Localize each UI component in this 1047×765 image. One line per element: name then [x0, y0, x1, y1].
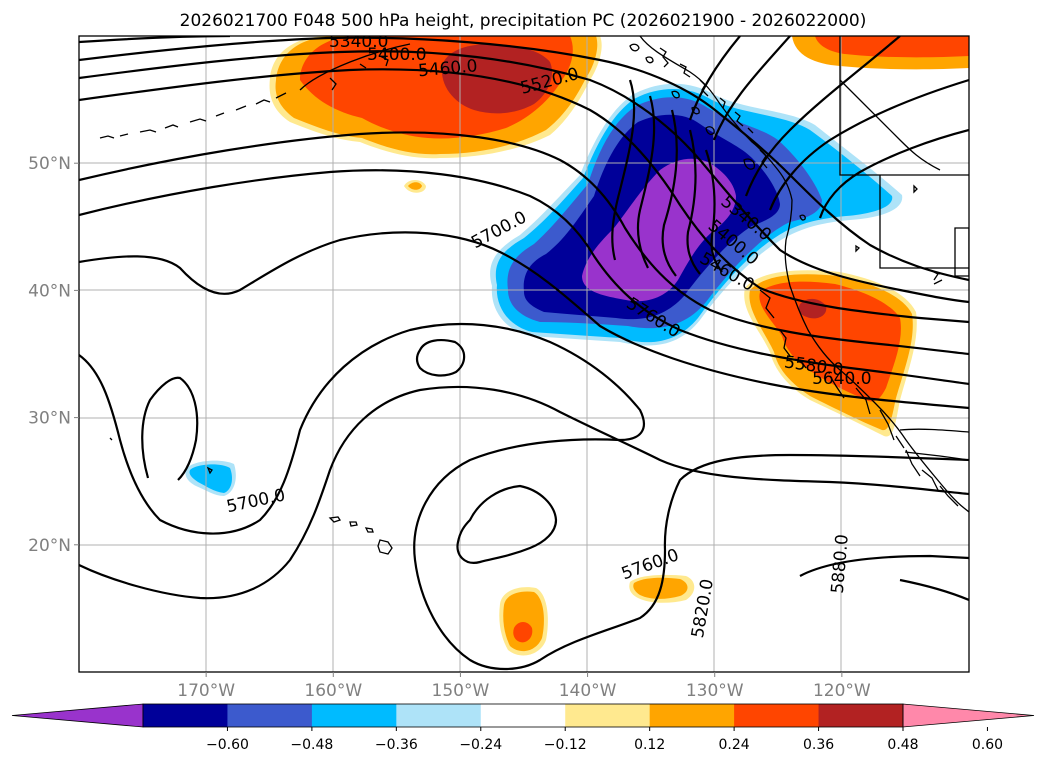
- shade-pos-small-north-orange: [408, 182, 422, 190]
- lon-tick-label: 140°W: [559, 681, 617, 701]
- colorbar-tick-label: 0.60: [972, 737, 1003, 753]
- colorbar-extend-max: [902, 703, 1035, 728]
- colorbar-tick-label: 0.24: [719, 737, 750, 753]
- shade-neg-hawaii-west-cyan: [189, 464, 232, 493]
- lon-tick-label: 160°W: [304, 681, 362, 701]
- colorbar-tick-label: 0.12: [634, 737, 665, 753]
- shade-pos-south-red: [513, 622, 533, 643]
- contour-label: 5400.0: [367, 45, 426, 65]
- colorbar-frame: [142, 703, 904, 728]
- lat-tick-label: 50°N: [28, 154, 71, 174]
- colorbar-bin: [734, 704, 820, 727]
- colorbar-tick-label: −0.60: [206, 737, 249, 753]
- contour-label: 5340.0: [329, 32, 388, 52]
- shade-pos-south-orange: [503, 591, 544, 652]
- colorbar-bin: [396, 704, 482, 727]
- colorbar-bin: [311, 704, 397, 727]
- contour-label: 5640.0: [812, 369, 871, 389]
- lon-tick-label: 170°W: [177, 681, 235, 701]
- lat-tick-label: 40°N: [28, 281, 71, 301]
- colorbar-bin: [649, 704, 735, 727]
- colorbar-tick-label: 0.48: [887, 737, 918, 753]
- colorbar-tick-label: −0.36: [375, 737, 418, 753]
- colorbar-bin: [565, 704, 651, 727]
- colorbar-bin: [480, 704, 566, 727]
- colorbar-tick-label: −0.24: [459, 737, 502, 753]
- graticule: [79, 36, 969, 672]
- colorbar: −0.60 −0.48 −0.36 −0.24 −0.12 0.12 0.24 0.36 0.4…: [11, 703, 1035, 753]
- shade-pos-ne-red: [815, 36, 969, 58]
- height-contours: [79, 36, 969, 670]
- lon-tick-label: 150°W: [432, 681, 490, 701]
- coastlines: [99, 36, 969, 555]
- colorbar-tick-label: −0.12: [544, 737, 587, 753]
- plot-title: 2026021700 F048 500 hPa height, precipit…: [180, 11, 867, 31]
- lon-tick-label: 120°W: [813, 681, 871, 701]
- colorbar-bin: [818, 704, 904, 727]
- longitude-tick-labels: 170°W 160°W 150°W 140°W 130°W 120°W: [177, 672, 871, 701]
- lon-tick-label: 130°W: [686, 681, 744, 701]
- colorbar-bin: [143, 704, 228, 727]
- colorbar-bin: [227, 704, 313, 727]
- map-frame: [78, 35, 970, 673]
- latitude-tick-labels: 20°N 30°N 40°N 50°N: [28, 154, 79, 556]
- colorbar-tick-label: −0.48: [290, 737, 333, 753]
- lat-tick-label: 20°N: [28, 536, 71, 556]
- shade-neg-purple: [582, 158, 736, 302]
- colorbar-extend-min: [11, 703, 144, 728]
- colorbar-tick-label: 0.36: [803, 737, 834, 753]
- lat-tick-label: 30°N: [28, 409, 71, 429]
